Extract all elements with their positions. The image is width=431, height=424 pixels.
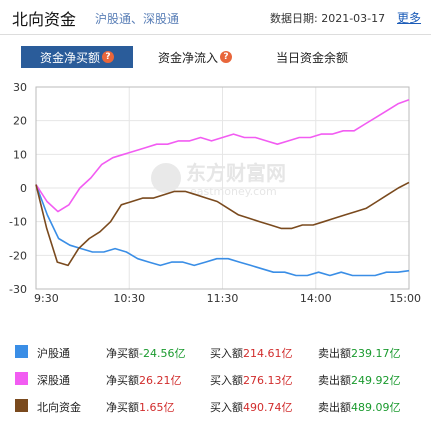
tab-net-buy[interactable]: 资金净买额 ? [21, 46, 133, 68]
x-tick-label: 9:30 [34, 292, 59, 305]
chart-svg: 东方财富网 eastmoney.com 30 20 10 0 -10 -20 -30 9:30… [9, 81, 421, 305]
watermark-logo-icon [151, 163, 181, 193]
help-icon[interactable]: ? [220, 51, 233, 63]
more-link[interactable]: 更多 [397, 11, 422, 25]
data-date: 数据日期: 2021-03-17 [270, 10, 385, 26]
sell-value: 249.92亿 [351, 374, 401, 387]
plot-border [35, 86, 410, 290]
buy-value: 276.13亿 [243, 374, 293, 387]
sell-label: 卖出额 [318, 374, 351, 387]
y-tick-label: -10 [9, 216, 27, 229]
sell-amount: 卖出额249.92亿 [318, 372, 401, 388]
net-buy-label: 净买额 [106, 401, 139, 414]
net-buy-label: 净买额 [106, 347, 139, 360]
series-color-swatch [15, 399, 28, 412]
divider [0, 34, 431, 35]
tab-net-inflow[interactable]: 资金净流入 ? [158, 46, 233, 68]
y-tick-label: -30 [9, 283, 27, 296]
series-line [35, 181, 410, 267]
watermark: 东方财富网 eastmoney.com [151, 161, 286, 198]
series-name: 沪股通 [37, 347, 70, 360]
buy-amount: 买入额276.13亿 [210, 372, 293, 388]
buy-amount: 买入额490.74亿 [210, 399, 293, 415]
x-tick-label: 11:30 [207, 292, 239, 305]
axes: 30 20 10 0 -10 -20 -30 9:30 10:30 11:30 14:00 15:00 [9, 81, 421, 305]
x-tick-label: 15:00 [389, 292, 421, 305]
page-title: 北向资金 [12, 10, 77, 29]
tab-label: 资金净流入 [158, 50, 219, 65]
series-name: 北向资金 [37, 401, 81, 414]
series-line [35, 99, 410, 213]
net-buy: 净买额1.65亿 [106, 399, 175, 415]
series-name: 深股通 [37, 374, 70, 387]
tab-daily-balance[interactable]: 当日资金余额 [276, 46, 348, 68]
sell-label: 卖出额 [318, 347, 351, 360]
watermark-name: 东方财富网 [186, 161, 286, 185]
sell-value: 489.09亿 [351, 401, 401, 414]
legend-row: 深股通 净买额26.21亿 买入额276.13亿 卖出额249.92亿 [0, 369, 431, 389]
buy-value: 490.74亿 [243, 401, 293, 414]
tab-label: 资金净买额 [39, 50, 100, 65]
legend-row: 北向资金 净买额1.65亿 买入额490.74亿 卖出额489.09亿 [0, 396, 431, 416]
tab-label: 当日资金余额 [276, 50, 349, 65]
series-color-swatch [15, 372, 28, 385]
series-color-swatch [15, 345, 28, 358]
buy-label: 买入额 [210, 401, 243, 414]
buy-label: 买入额 [210, 347, 243, 360]
x-tick-label: 14:00 [300, 292, 332, 305]
y-tick-label: 10 [13, 148, 27, 161]
chart: 东方财富网 eastmoney.com 30 20 10 0 -10 -20 -30 9:30… [0, 76, 431, 316]
y-tick-label: 0 [20, 182, 27, 195]
y-tick-label: 20 [13, 115, 27, 128]
date-label: 数据日期: [270, 12, 318, 25]
buy-amount: 买入额214.61亿 [210, 345, 293, 361]
net-buy-value: -24.56亿 [139, 347, 186, 360]
sell-amount: 卖出额239.17亿 [318, 345, 401, 361]
net-buy: 净买额26.21亿 [106, 372, 182, 388]
date-value: 2021-03-17 [321, 12, 386, 25]
x-tick-label: 10:30 [113, 292, 145, 305]
net-buy: 净买额-24.56亿 [106, 345, 185, 361]
net-buy-value: 1.65亿 [139, 401, 175, 414]
page-subtitle: 沪股通、深股通 [95, 12, 180, 26]
y-tick-label: -20 [9, 249, 27, 262]
buy-label: 买入额 [210, 374, 243, 387]
series-line [35, 184, 410, 277]
sell-label: 卖出额 [318, 401, 351, 414]
help-icon[interactable]: ? [102, 51, 114, 63]
watermark-domain: eastmoney.com [190, 185, 277, 198]
sell-value: 239.17亿 [351, 347, 401, 360]
net-buy-value: 26.21亿 [139, 374, 182, 387]
series [35, 99, 410, 277]
buy-value: 214.61亿 [243, 347, 293, 360]
y-tick-label: 30 [13, 81, 27, 94]
net-buy-label: 净买额 [106, 374, 139, 387]
sell-amount: 卖出额489.09亿 [318, 399, 401, 415]
header: 北向资金 沪股通、深股通 数据日期: 2021-03-17 更多 [0, 0, 431, 34]
legend-row: 沪股通 净买额-24.56亿 买入额214.61亿 卖出额239.17亿 [0, 342, 431, 362]
